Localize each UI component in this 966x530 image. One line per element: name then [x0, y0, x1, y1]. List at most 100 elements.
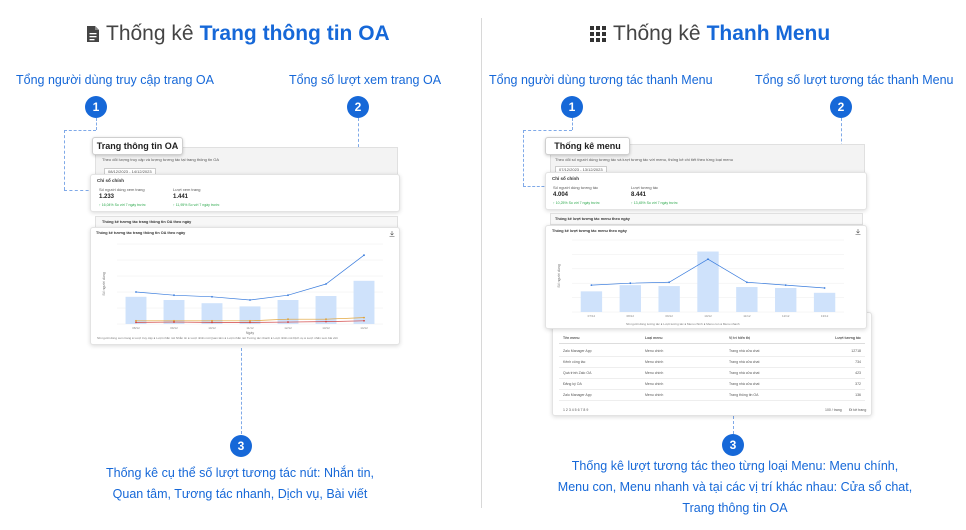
series-point — [249, 321, 251, 324]
right-connector — [841, 118, 842, 162]
left-badge-3: 3 — [230, 435, 252, 457]
left-badge-1: 1 — [85, 96, 107, 118]
series-point — [211, 295, 213, 298]
chart-bar — [277, 300, 299, 324]
series-point — [590, 284, 593, 287]
chart-bar — [201, 303, 223, 324]
chart-bar — [813, 292, 836, 312]
right-connector — [523, 186, 549, 187]
series-point — [363, 254, 365, 257]
download-icon[interactable] — [855, 229, 861, 235]
left-panel-title: Thống kê Trang thông tin OA — [86, 22, 390, 46]
x-tick-label: 11/12 — [246, 326, 254, 330]
chart-bar — [125, 296, 147, 324]
right-chart: Số người dùng 07/12 08/12 09/12 10/12 11/12 12… — [557, 239, 844, 318]
right-connector — [523, 130, 524, 186]
chart-bar — [580, 291, 603, 312]
y-axis-label: Số người dùng — [557, 264, 561, 287]
left-overview-card: Chỉ số chính Số người dùng xem trang 1.2… — [90, 174, 400, 212]
download-icon[interactable] — [389, 231, 395, 237]
x-axis-label: Ngày — [246, 331, 254, 335]
right-callout-1: Tổng người dùng tương tác thanh Menu — [489, 73, 713, 87]
chart-bar — [239, 306, 261, 324]
x-tick-label: 12/12 — [782, 314, 790, 318]
x-tick-label: 08/12 — [132, 326, 140, 330]
right-tab-label: Thống kê menu — [545, 137, 630, 155]
right-chart-card: Thống kê lượt tương tác menu theo ngày S… — [545, 225, 867, 329]
x-tick-label: 12/12 — [284, 326, 292, 330]
chart-bar — [775, 288, 797, 312]
series-point — [325, 320, 327, 323]
pagination[interactable]: 1 2 3 4 5 6 7 8 9 — [563, 408, 589, 412]
series-point — [287, 318, 289, 321]
right-badge-2: 2 — [830, 96, 852, 118]
right-callout-3: Thống kê lượt tương tác theo từng loại M… — [557, 459, 913, 515]
x-tick-label: 08/12 — [627, 314, 635, 318]
series-point — [668, 281, 671, 284]
left-metric-1-value: 1.233 — [99, 194, 115, 200]
x-tick-label: 11/12 — [743, 314, 751, 318]
goto-page[interactable]: Đi tới trang — [849, 408, 867, 412]
table-row: Kênh công tác Menu chính Trang nhà cửa c… — [559, 357, 865, 368]
right-metric-2-value: 8.441 — [631, 192, 647, 198]
chart-bar — [736, 287, 758, 312]
right-connector — [572, 118, 573, 130]
chart-bar — [619, 285, 641, 312]
left-connector — [64, 130, 96, 131]
x-tick-label: 14/12 — [360, 326, 368, 330]
chart-bar — [353, 280, 375, 324]
right-badge-3: 3 — [722, 434, 744, 456]
series-point — [249, 319, 251, 322]
series-point — [363, 316, 365, 319]
series-point — [325, 318, 327, 321]
table-row: Zalo Manager App Menu chính Trang thông … — [559, 390, 865, 401]
series-point — [211, 319, 213, 322]
right-panel-title: Thống kê Thanh Menu — [589, 22, 830, 46]
series-point — [784, 284, 787, 287]
left-metric-2-value: 1.441 — [173, 194, 189, 200]
x-tick-label: 07/12 — [588, 314, 596, 318]
page-size-select[interactable]: 100 / trang — [825, 408, 842, 412]
right-title-highlight: Thanh Menu — [706, 22, 831, 45]
chart-bar — [697, 251, 719, 312]
series-point — [173, 294, 175, 297]
series-line — [135, 254, 365, 301]
y-axis-label: Số người dùng — [102, 272, 106, 295]
right-overview-card: Chỉ số chính Số người dùng tương tác 4.0… — [545, 172, 867, 210]
x-tick-label: 13/12 — [821, 314, 829, 318]
series-point — [629, 282, 632, 285]
right-section-bar: Thống kê lượt tương tác menu theo ngày — [550, 213, 863, 225]
left-chart: Số người dùng Ngày 08/12 09/12 10/12 11/12 12/… — [102, 243, 383, 335]
series-point — [173, 319, 175, 322]
left-badge-2: 2 — [347, 96, 369, 118]
right-table-card: Tên menu Loại menu Vị trí hiển thị Lượt … — [552, 312, 872, 416]
left-callout-1: Tổng người dùng truy cập trang OA — [16, 73, 214, 87]
left-tab-label: Trang thông tin OA — [92, 137, 183, 155]
left-connector — [241, 348, 242, 434]
series-point — [363, 319, 365, 322]
right-title-prefix: Thống kê — [613, 22, 701, 45]
series-point — [135, 321, 137, 324]
series-point — [325, 283, 327, 285]
left-connector — [96, 118, 97, 130]
series-point — [287, 294, 289, 297]
table-header: Tên menu Loại menu Vị trí hiển thị Lượt … — [559, 333, 865, 344]
chart-bar — [658, 286, 680, 312]
grid-icon — [590, 26, 606, 42]
left-connector — [64, 130, 65, 190]
left-callout-2: Tổng số lượt xem trang OA — [289, 73, 442, 87]
series-point — [173, 321, 175, 323]
panel-divider — [481, 18, 482, 508]
series-point — [287, 321, 289, 323]
chart-bar — [315, 296, 337, 324]
table-row: Zalo Manager App Menu chính Trang nhà cử… — [559, 346, 865, 357]
series-point — [745, 281, 748, 284]
series-point — [135, 291, 137, 293]
table-row: Đăng ký OA Menu chính Trang nhà cửa chat… — [559, 379, 865, 390]
series-point — [249, 299, 251, 301]
x-tick-label: 09/12 — [170, 326, 178, 330]
right-connector — [733, 416, 734, 434]
right-badge-1: 1 — [561, 96, 583, 118]
series-point — [707, 258, 709, 261]
right-callout-2: Tổng số lượt tương tác thanh Menu — [755, 73, 954, 87]
